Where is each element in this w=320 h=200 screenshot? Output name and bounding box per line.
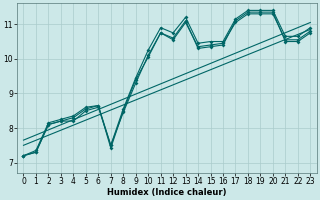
X-axis label: Humidex (Indice chaleur): Humidex (Indice chaleur) bbox=[107, 188, 227, 197]
